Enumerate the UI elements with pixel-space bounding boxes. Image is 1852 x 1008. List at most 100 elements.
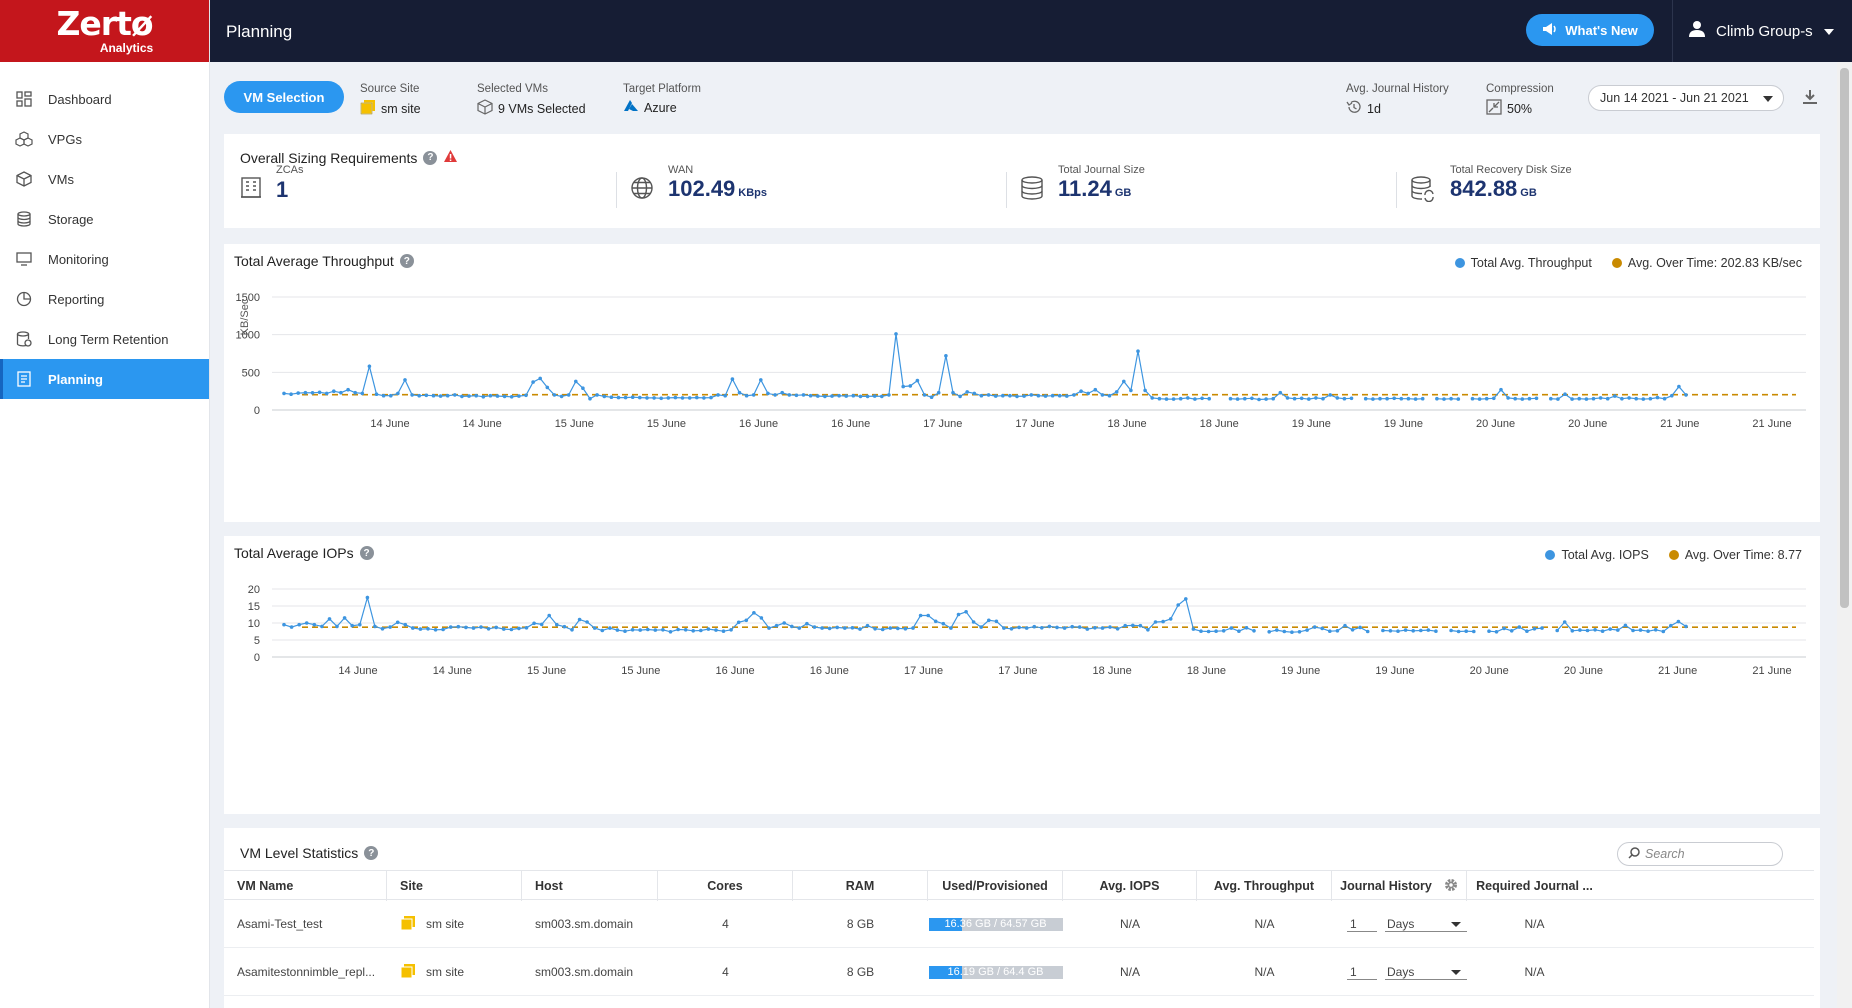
journal-history-value: 1d [1367, 101, 1381, 116]
warning-icon[interactable] [443, 149, 458, 166]
download-icon[interactable] [1802, 89, 1818, 110]
data-point [566, 393, 571, 397]
data-point [360, 391, 365, 396]
x-tick-label: 17 June [1015, 418, 1054, 430]
vm-selection-button[interactable]: VM Selection [224, 81, 344, 113]
legend-item[interactable]: Avg. Over Time: 8.77 [1668, 548, 1802, 562]
data-point [509, 627, 514, 632]
data-point [339, 390, 343, 395]
column-header[interactable]: Site [387, 871, 522, 901]
help-icon[interactable]: ? [399, 254, 414, 268]
legend-item[interactable]: Total Avg. IOPS [1545, 548, 1649, 562]
data-point [433, 628, 438, 632]
sidebar-item-planning[interactable]: Planning [0, 359, 209, 399]
scrollbar-thumb[interactable] [1840, 68, 1849, 608]
data-point [1176, 603, 1180, 607]
help-icon[interactable]: ? [359, 546, 374, 560]
x-tick-label: 20 June [1564, 665, 1603, 677]
column-header-journal-history[interactable]: Journal History [1332, 871, 1467, 901]
data-point [1563, 392, 1567, 396]
data-point [661, 628, 665, 632]
column-header[interactable]: Host [522, 871, 658, 901]
y-tick-label: 10 [248, 618, 260, 630]
data-point [759, 616, 764, 620]
page-scrollbar[interactable] [1837, 62, 1852, 1008]
search-input[interactable]: Search [1617, 842, 1783, 866]
sidebar-item-monitoring[interactable]: Monitoring [0, 239, 209, 279]
data-point [680, 396, 685, 400]
sidebar-item-vms[interactable]: VMs [0, 159, 209, 199]
top-header: Planning What's New Climb Group-s [210, 0, 1852, 62]
data-point [1343, 623, 1347, 628]
data-point [933, 619, 938, 624]
help-icon[interactable]: ? [423, 150, 438, 165]
data-point [1100, 393, 1105, 397]
sidebar-item-label: Dashboard [48, 91, 112, 107]
target-platform-label: Target Platform [623, 83, 701, 95]
data-point [310, 391, 315, 395]
help-icon[interactable]: ? [364, 846, 379, 860]
data-point [1426, 628, 1431, 632]
data-point [1403, 628, 1408, 632]
column-header[interactable]: RAM [793, 871, 928, 901]
data-point [1385, 396, 1389, 401]
journal-history-unit-select[interactable]: Days [1385, 965, 1467, 980]
data-point [1371, 397, 1375, 401]
column-header[interactable]: VM Name [224, 871, 387, 901]
data-point [880, 394, 884, 399]
zerto-logo[interactable]: Zertø Analytics [0, 0, 209, 62]
data-point [801, 393, 806, 397]
data-point [1464, 629, 1468, 633]
data-point [1549, 396, 1553, 401]
column-header[interactable]: Avg. IOPS [1063, 871, 1197, 901]
data-point [1363, 396, 1368, 401]
caret-down-icon [1763, 96, 1773, 102]
data-point [709, 395, 713, 400]
whats-new-label: What's New [1565, 22, 1638, 38]
user-menu[interactable]: Climb Group-s [1688, 20, 1835, 42]
journal-history-unit-select[interactable]: Days [1385, 917, 1467, 932]
data-point [538, 376, 542, 381]
x-tick-label: 20 June [1568, 418, 1607, 430]
legend-item[interactable]: Total Avg. Throughput [1454, 256, 1592, 270]
column-header[interactable]: Used/Provisioned [928, 871, 1063, 901]
column-header[interactable]: Avg. Throughput [1197, 871, 1332, 901]
table-row[interactable]: Asamitestonnimble_repl... sm site sm003.… [224, 948, 1814, 996]
x-tick-label: 17 June [904, 665, 943, 677]
gear-icon[interactable] [1444, 878, 1458, 895]
data-point [431, 393, 436, 398]
data-point [623, 629, 627, 633]
x-tick-label: 18 June [1093, 665, 1132, 677]
data-point [699, 628, 703, 633]
data-point [858, 627, 862, 631]
data-point [479, 625, 483, 629]
data-point [1186, 396, 1190, 400]
journal-history-input[interactable]: 1 [1347, 965, 1377, 980]
data-point [1237, 629, 1241, 633]
whats-new-button[interactable]: What's New [1526, 14, 1654, 46]
legend-item[interactable]: Avg. Over Time: 202.83 KB/sec [1611, 256, 1802, 270]
sidebar-item-dashboard[interactable]: Dashboard [0, 79, 209, 119]
data-point [787, 393, 792, 397]
column-header[interactable]: Required Journal ... [1476, 879, 1593, 893]
table-row[interactable]: Asami-Test_test sm site sm003.sm.domain … [224, 900, 1814, 948]
data-point [702, 396, 706, 400]
sidebar-item-reporting[interactable]: Reporting [0, 279, 209, 319]
y-tick-label: 20 [248, 584, 260, 596]
data-point [936, 390, 941, 395]
data-point [901, 384, 905, 389]
data-point [539, 622, 544, 627]
date-range-select[interactable]: Jun 14 2021 - Jun 21 2021 [1588, 85, 1784, 111]
divider [1006, 172, 1007, 208]
journal-history-input[interactable]: 1 [1347, 917, 1377, 932]
zcas-label: ZCAs [276, 164, 304, 176]
data-point [1299, 396, 1304, 401]
data-point [1584, 397, 1589, 401]
page-title: Planning [226, 22, 293, 41]
sidebar-item-long-term-retention[interactable]: Long Term Retention [0, 319, 209, 359]
data-point [574, 379, 578, 384]
sidebar-item-storage[interactable]: Storage [0, 199, 209, 239]
sidebar-item-vpgs[interactable]: VPGs [0, 119, 209, 159]
column-header[interactable]: Cores [658, 871, 793, 901]
